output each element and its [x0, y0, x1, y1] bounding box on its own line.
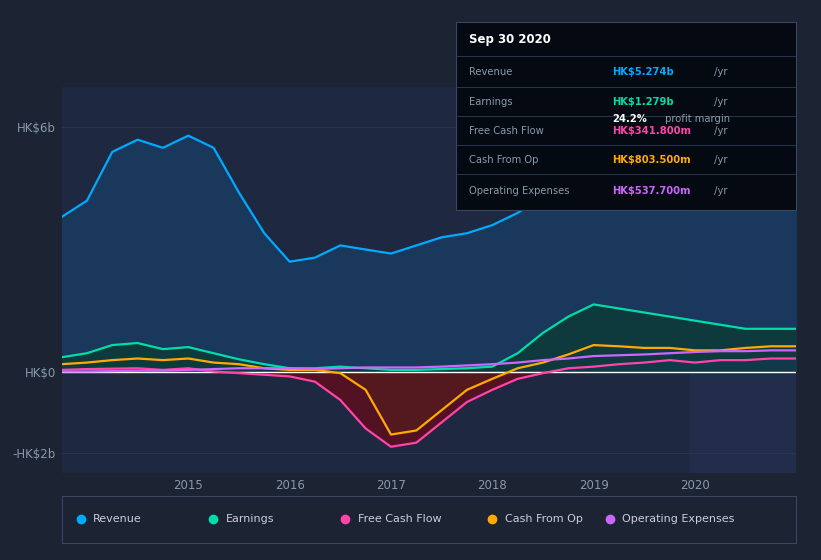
Text: Revenue: Revenue [93, 515, 142, 524]
Text: /yr: /yr [711, 97, 727, 107]
Text: HK$1.279b: HK$1.279b [612, 97, 674, 107]
Text: HK$537.700m: HK$537.700m [612, 186, 691, 196]
Bar [690, 87, 821, 473]
Text: Revenue: Revenue [470, 67, 512, 77]
Text: Sep 30 2020: Sep 30 2020 [470, 33, 551, 46]
Text: Cash From Op: Cash From Op [470, 155, 539, 165]
Text: Earnings: Earnings [470, 97, 513, 107]
Text: Free Cash Flow: Free Cash Flow [358, 515, 442, 524]
Text: /yr: /yr [711, 155, 727, 165]
Text: Free Cash Flow: Free Cash Flow [470, 126, 544, 136]
Text: /yr: /yr [711, 186, 727, 196]
Text: profit margin: profit margin [662, 114, 730, 124]
Text: Earnings: Earnings [226, 515, 274, 524]
Text: HK$803.500m: HK$803.500m [612, 155, 691, 165]
Text: HK$341.800m: HK$341.800m [612, 126, 691, 136]
Text: Operating Expenses: Operating Expenses [470, 186, 570, 196]
Text: /yr: /yr [711, 126, 727, 136]
Text: 24.2%: 24.2% [612, 114, 647, 124]
Text: HK$5.274b: HK$5.274b [612, 67, 674, 77]
Text: /yr: /yr [711, 67, 727, 77]
Text: Operating Expenses: Operating Expenses [622, 515, 735, 524]
Text: Cash From Op: Cash From Op [505, 515, 583, 524]
